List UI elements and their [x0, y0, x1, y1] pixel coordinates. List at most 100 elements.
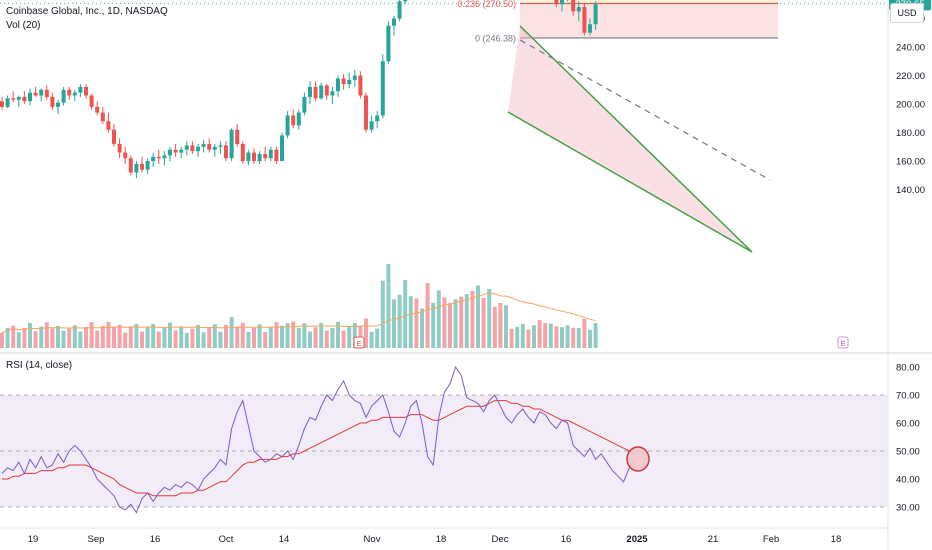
candle-body — [380, 61, 385, 116]
volume-bar — [481, 298, 486, 348]
candle-body — [201, 143, 206, 147]
candle-body — [145, 161, 150, 170]
candle-body — [106, 121, 111, 130]
time-tick-label: 18 — [436, 534, 447, 545]
volume-bar — [571, 327, 576, 348]
trend-projection-line — [519, 39, 771, 181]
fib-level-label: 0.236 (270.50) — [457, 0, 516, 9]
volume-bar — [532, 325, 536, 348]
candle-body — [364, 95, 368, 130]
volume-bar — [56, 325, 60, 348]
rsi-ma-line — [2, 400, 636, 497]
price-tick-label: 240.00 — [896, 43, 925, 54]
rsi-tick-label: 70.00 — [896, 391, 920, 402]
candle-body — [128, 158, 133, 173]
price-tick-label: 140.00 — [896, 185, 925, 196]
currency-selector[interactable]: USD — [890, 3, 924, 23]
candle-body — [140, 163, 144, 170]
volume-bar — [576, 327, 581, 348]
candle-body — [151, 156, 156, 162]
volume-bar — [520, 323, 525, 348]
candle-body — [61, 89, 66, 103]
volume-bar — [128, 326, 133, 348]
volume-bar — [218, 331, 223, 348]
candle-body — [375, 115, 380, 122]
volume-bar — [72, 325, 77, 348]
volume-bar — [386, 264, 391, 348]
volume-bar — [106, 321, 111, 348]
candle-body — [257, 153, 262, 162]
candle-body — [56, 102, 60, 107]
volume-bar — [330, 327, 335, 348]
candle-body — [207, 143, 212, 150]
candle-body — [39, 89, 44, 96]
candle-body — [11, 98, 16, 100]
volume-bar — [565, 325, 570, 348]
candle-body — [319, 85, 324, 99]
volume-bar — [179, 326, 184, 348]
candle-body — [28, 92, 32, 102]
volume-bar — [504, 305, 508, 348]
candle-body — [285, 115, 290, 136]
time-tick-label: Oct — [219, 534, 234, 545]
volume-bar — [78, 331, 83, 348]
volume-bar — [408, 296, 413, 348]
volume-bar — [117, 324, 122, 348]
volume-bar — [274, 322, 279, 348]
volume-bar — [431, 302, 436, 348]
time-tick-label: Sep — [88, 534, 105, 545]
candle-body — [84, 86, 88, 96]
volume-bar — [375, 328, 380, 348]
candle-body — [173, 149, 178, 153]
volume-bar — [341, 330, 346, 348]
volume-bar — [554, 326, 559, 348]
candle-body — [235, 129, 240, 144]
wedge-fill — [508, 26, 752, 252]
candle-body — [112, 129, 116, 144]
volume-bar — [308, 331, 312, 348]
volume-bar — [560, 327, 564, 348]
candle-body — [168, 149, 172, 156]
volume-indicator-label[interactable]: Vol (20) — [6, 20, 41, 31]
time-tick-label: 18 — [831, 534, 842, 545]
symbol-title[interactable]: Coinbase Global, Inc., 1D, NASDAQ — [6, 6, 168, 17]
candle-body — [50, 96, 55, 107]
volume-bar — [548, 323, 553, 348]
time-tick-label: 21 — [708, 534, 719, 545]
volume-bar — [313, 327, 318, 348]
candle-body — [117, 143, 122, 153]
volume-bar — [134, 323, 139, 348]
volume-bar — [442, 297, 447, 348]
candle-body — [190, 145, 195, 152]
candle-body — [229, 129, 234, 159]
candle-body — [123, 152, 128, 159]
volume-bar — [319, 322, 324, 348]
candle-body — [403, 0, 408, 2]
volume-bar — [252, 327, 256, 348]
volume-bar — [229, 317, 234, 348]
volume-bar — [347, 326, 352, 348]
candle-body — [274, 149, 279, 162]
rsi-highlight-circle — [626, 446, 650, 472]
volume-bar — [95, 330, 100, 348]
candle-body — [89, 95, 94, 107]
candle-body — [0, 101, 4, 107]
candle-body — [352, 75, 357, 80]
candle-body — [184, 145, 189, 150]
candle-body — [44, 89, 49, 97]
time-tick-label: Nov — [364, 534, 381, 545]
candle-body — [179, 149, 184, 153]
rsi-tick-label: 50.00 — [896, 447, 920, 458]
volume-bar — [67, 328, 72, 348]
candle-body — [78, 86, 83, 93]
rsi-tick-label: 80.00 — [896, 363, 920, 374]
volume-bar — [50, 328, 55, 348]
volume-bar — [448, 303, 452, 348]
volume-bar — [380, 280, 385, 348]
volume-bar — [33, 331, 38, 348]
candle-body — [296, 112, 301, 126]
candle-body — [324, 85, 329, 96]
rsi-indicator-label[interactable]: RSI (14, close) — [6, 360, 73, 371]
rsi-tick-label: 30.00 — [896, 503, 920, 514]
